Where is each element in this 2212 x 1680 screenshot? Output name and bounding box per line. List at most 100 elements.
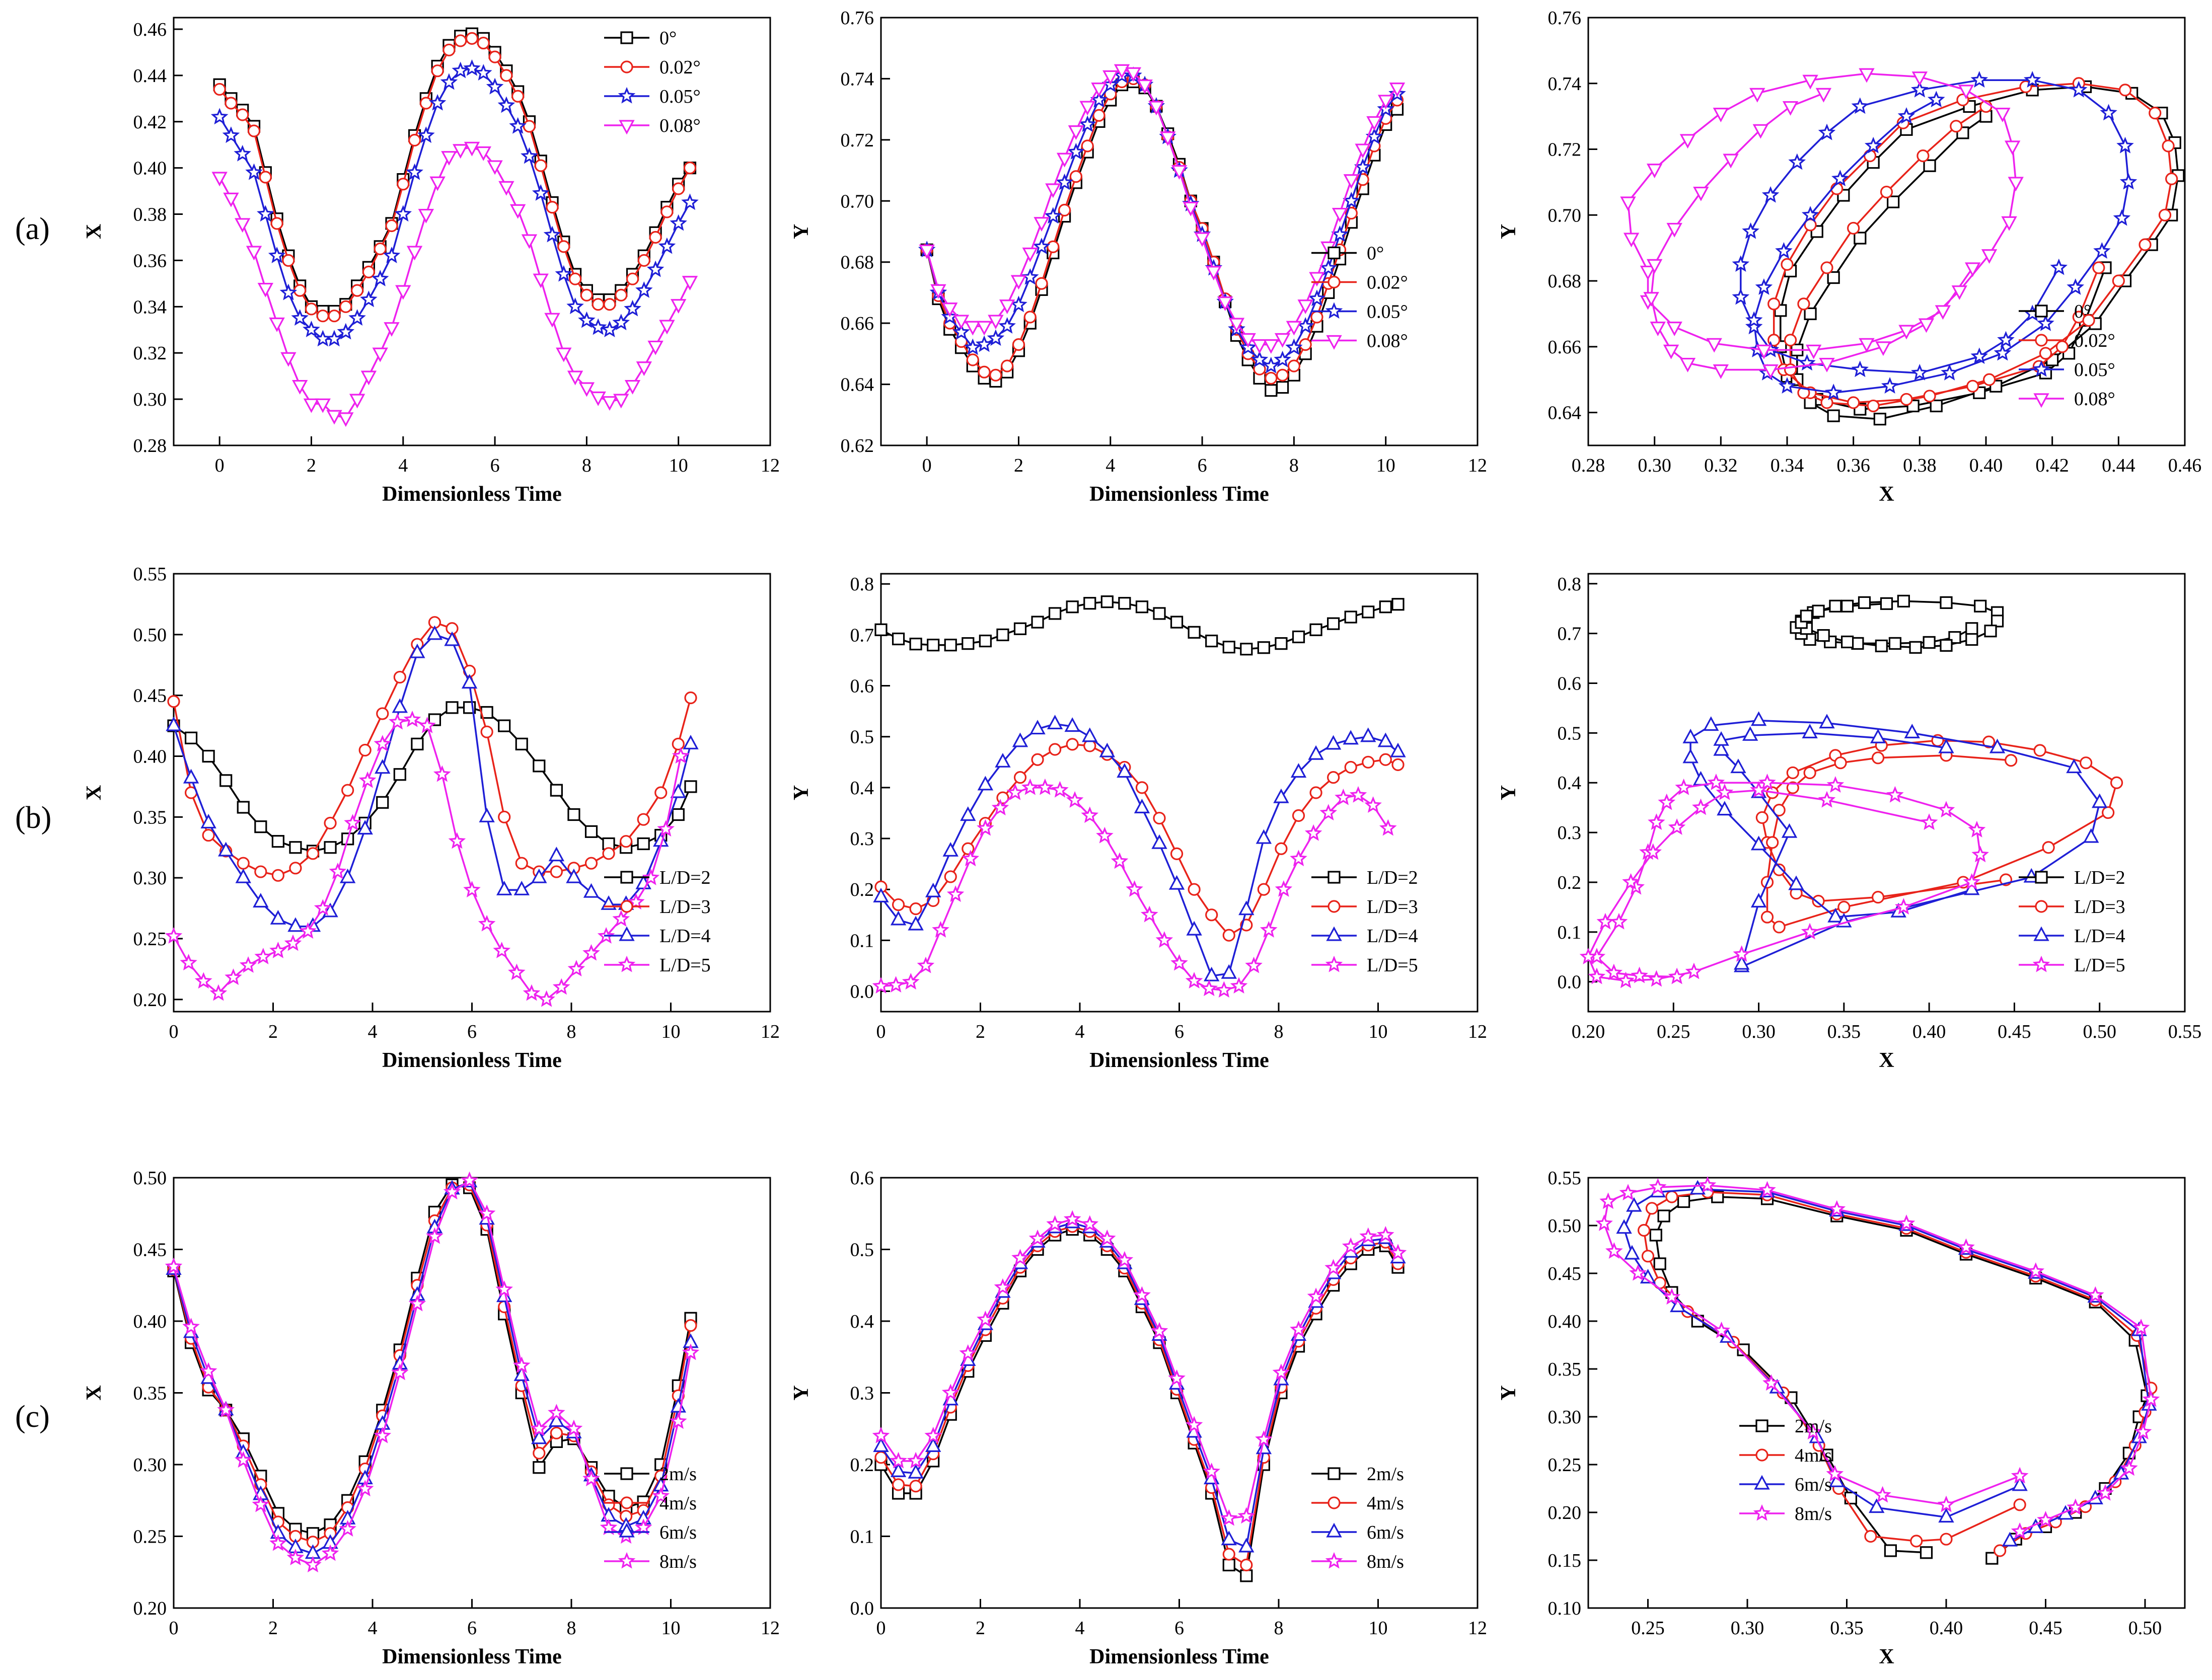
data-point xyxy=(1287,359,1300,372)
data-point xyxy=(1713,1321,1731,1338)
series-1 xyxy=(1755,734,2123,934)
data-point xyxy=(1081,806,1099,823)
data-point xyxy=(909,1480,922,1493)
data-point xyxy=(637,837,650,851)
data-point xyxy=(1797,297,1810,311)
data-point xyxy=(652,1487,670,1504)
data-point xyxy=(1752,124,1769,139)
data-point xyxy=(1837,900,1851,913)
data-point xyxy=(1923,390,1936,403)
data-point xyxy=(1930,399,1943,413)
data-point xyxy=(602,847,615,860)
data-point xyxy=(1021,778,1039,795)
data-point xyxy=(620,835,633,848)
x-tick-label: 4 xyxy=(398,455,408,476)
data-point xyxy=(1758,774,1776,791)
data-point xyxy=(341,784,354,797)
data-point xyxy=(1804,307,1817,321)
data-point xyxy=(603,298,616,311)
legend-marker xyxy=(2033,393,2049,408)
data-point xyxy=(1098,1229,1116,1246)
data-point xyxy=(1910,1535,1923,1548)
data-point xyxy=(988,315,1004,330)
data-point xyxy=(1645,1202,1658,1215)
y-tick-label: 0.4 xyxy=(1558,773,1582,794)
data-point xyxy=(977,1311,994,1327)
data-point xyxy=(409,643,425,658)
data-point xyxy=(461,674,478,689)
data-point xyxy=(544,313,560,328)
data-point xyxy=(1286,321,1302,336)
data-point xyxy=(1679,134,1696,149)
data-point xyxy=(1063,1210,1081,1227)
data-point xyxy=(1750,781,1767,798)
data-point xyxy=(304,1556,322,1573)
data-point xyxy=(580,288,593,301)
data-point xyxy=(271,869,284,882)
data-point xyxy=(1631,966,1648,983)
x-tick-label: 0.32 xyxy=(1704,455,1738,476)
chart-panel-5: 0.20 0.25 0.30 0.35 0.40 0.45 0.50 0.55 0.0 0.1 0.… xyxy=(1497,573,2201,1072)
data-point xyxy=(1648,813,1665,830)
data-point xyxy=(1859,338,1875,353)
data-point xyxy=(874,623,888,636)
data-point xyxy=(1133,1286,1151,1303)
data-point xyxy=(1257,641,1270,654)
data-point xyxy=(2039,347,2052,360)
legend-label: L/D=2 xyxy=(2074,867,2125,888)
data-point xyxy=(550,1426,563,1439)
data-point xyxy=(1745,318,1763,335)
data-point xyxy=(944,639,957,652)
data-point xyxy=(1304,824,1322,841)
data-point xyxy=(1750,835,1767,851)
data-point xyxy=(349,394,365,409)
y-tick-label: 0.4 xyxy=(850,778,874,799)
x-tick-label: 0.30 xyxy=(1731,1618,1764,1639)
legend-marker xyxy=(620,31,633,44)
data-point xyxy=(1817,629,1830,642)
data-point xyxy=(2142,1390,2160,1407)
series-3 xyxy=(1620,68,2024,379)
data-point xyxy=(642,869,660,885)
series-2 xyxy=(210,59,699,347)
data-point xyxy=(2023,71,2041,88)
data-point xyxy=(1682,728,1699,743)
data-point xyxy=(1344,760,1357,774)
data-point xyxy=(426,1227,444,1244)
x-tick-label: 4 xyxy=(1075,1021,1085,1042)
data-point xyxy=(872,977,890,994)
data-point xyxy=(1894,898,1912,915)
data-point xyxy=(284,934,302,951)
data-point xyxy=(1047,240,1060,253)
data-point xyxy=(873,1437,889,1452)
data-point xyxy=(2080,756,2093,770)
x-tick-label: 8 xyxy=(1274,1021,1284,1042)
y-tick-label: 0.40 xyxy=(133,158,167,179)
data-point xyxy=(1649,1229,1662,1242)
y-tick-label: 0.3 xyxy=(850,828,874,850)
data-point xyxy=(299,922,317,939)
data-point xyxy=(1884,1544,1897,1557)
data-point xyxy=(268,247,286,264)
data-point xyxy=(1036,778,1054,795)
data-point xyxy=(282,254,295,267)
data-point xyxy=(976,321,992,336)
data-point xyxy=(1786,781,1799,794)
data-point xyxy=(1778,377,1796,394)
data-point xyxy=(1391,758,1405,771)
data-point xyxy=(578,382,595,397)
data-point xyxy=(2120,1459,2138,1476)
data-point xyxy=(1797,386,1810,399)
legend-marker xyxy=(618,955,636,972)
data-point xyxy=(429,176,446,191)
data-point xyxy=(962,850,980,867)
x-tick-label: 12 xyxy=(1468,455,1487,476)
data-point xyxy=(433,765,451,782)
data-point xyxy=(659,320,675,335)
legend-label: 0.05° xyxy=(1367,301,1408,323)
legend-label: L/D=3 xyxy=(1367,896,1418,918)
data-point xyxy=(1782,101,1799,116)
data-point xyxy=(165,1257,183,1274)
legend-label: 0.05° xyxy=(2074,359,2115,380)
data-point xyxy=(1617,971,1635,988)
